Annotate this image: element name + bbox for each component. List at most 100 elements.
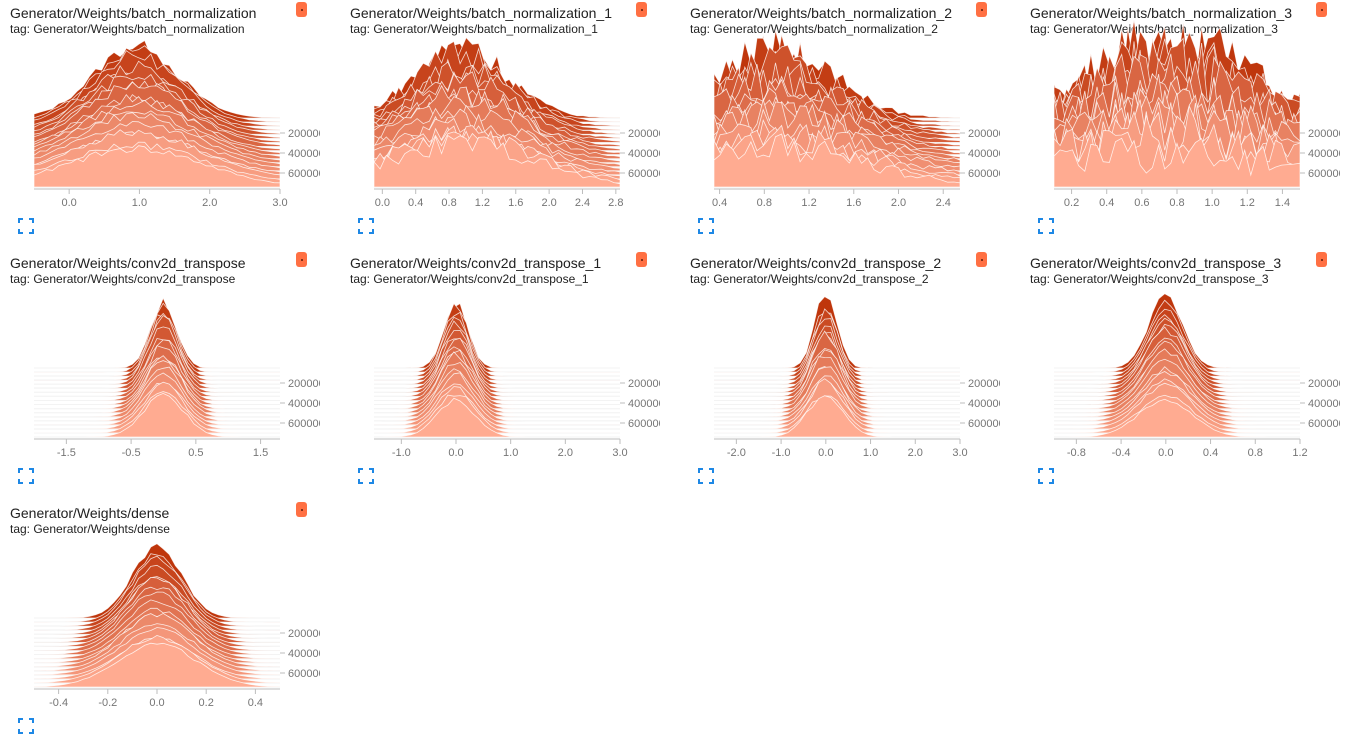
y-tick-label: 400000 bbox=[288, 148, 320, 160]
x-tick-label: 0.4 bbox=[248, 697, 263, 709]
histogram-card: Generator/Weights/batch_normalization_3 t… bbox=[1020, 0, 1340, 250]
fullscreen-icon[interactable] bbox=[18, 468, 34, 484]
chart-title: Generator/Weights/conv2d_transpose bbox=[10, 255, 246, 271]
fullscreen-icon[interactable] bbox=[698, 218, 714, 234]
fullscreen-icon[interactable] bbox=[358, 218, 374, 234]
x-tick-label: -1.0 bbox=[772, 447, 791, 459]
x-tick-label: 0.8 bbox=[1169, 197, 1184, 209]
chart-title: Generator/Weights/conv2d_transpose_1 bbox=[350, 255, 602, 271]
x-tick-label: 2.4 bbox=[936, 197, 951, 209]
run-color-swatch[interactable] bbox=[296, 502, 307, 517]
histogram-card: Generator/Weights/conv2d_transpose_3 tag:… bbox=[1020, 250, 1340, 500]
histogram-slice bbox=[373, 311, 621, 377]
histogram-card: Generator/Weights/batch_normalization_1 t… bbox=[340, 0, 660, 250]
x-tick-label: 2.0 bbox=[908, 447, 923, 459]
x-tick-label: 0.0 bbox=[1158, 447, 1173, 459]
x-tick-label: 1.6 bbox=[846, 197, 861, 209]
histogram-slice bbox=[1053, 137, 1301, 188]
run-color-swatch[interactable] bbox=[296, 2, 307, 17]
histogram-slice bbox=[374, 302, 620, 369]
y-tick-label: 200000 bbox=[288, 378, 320, 390]
chart-title: Generator/Weights/batch_normalization bbox=[10, 5, 257, 21]
chart-title: Generator/Weights/conv2d_transpose_2 bbox=[690, 255, 942, 271]
x-tick-label: -1.5 bbox=[57, 447, 76, 459]
y-tick-label: 200000 bbox=[968, 378, 1000, 390]
y-tick-label: 400000 bbox=[1308, 148, 1340, 160]
histogram-slice bbox=[34, 392, 280, 438]
run-color-swatch[interactable] bbox=[1316, 252, 1327, 267]
fullscreen-icon[interactable] bbox=[1038, 218, 1054, 234]
x-tick-label: -0.4 bbox=[1112, 447, 1131, 459]
chart-tag: tag: Generator/Weights/conv2d_transpose_… bbox=[1030, 272, 1269, 286]
run-color-swatch[interactable] bbox=[1316, 2, 1327, 17]
fullscreen-icon[interactable] bbox=[18, 218, 34, 234]
y-tick-label: 200000 bbox=[1308, 128, 1340, 140]
histogram-slice bbox=[373, 320, 621, 385]
chart-title: Generator/Weights/batch_normalization_1 bbox=[350, 5, 613, 21]
x-tick-label: -2.0 bbox=[727, 447, 746, 459]
histogram-slice bbox=[373, 302, 621, 373]
chart-tag: tag: Generator/Weights/batch_normalizati… bbox=[350, 22, 598, 36]
y-tick-label: 200000 bbox=[968, 128, 1000, 140]
fullscreen-icon[interactable] bbox=[698, 468, 714, 484]
x-tick-label: 1.0 bbox=[132, 197, 147, 209]
x-tick-label: 0.8 bbox=[757, 197, 772, 209]
chart-tag: tag: Generator/Weights/conv2d_transpose_… bbox=[350, 272, 589, 286]
y-tick-label: 200000 bbox=[628, 128, 660, 140]
x-tick-label: 2.0 bbox=[541, 197, 556, 209]
x-tick-label: 0.0 bbox=[448, 447, 463, 459]
x-tick-label: 1.2 bbox=[475, 197, 490, 209]
chart-title: Generator/Weights/batch_normalization_3 bbox=[1030, 5, 1293, 21]
run-color-swatch[interactable] bbox=[636, 2, 647, 17]
run-color-swatch[interactable] bbox=[636, 252, 647, 267]
chart-tag: tag: Generator/Weights/batch_normalizati… bbox=[1030, 22, 1278, 36]
y-tick-label: 200000 bbox=[288, 128, 320, 140]
histogram-card: Generator/Weights/batch_normalization tag… bbox=[0, 0, 320, 250]
x-tick-label: 2.0 bbox=[202, 197, 217, 209]
x-tick-label: 0.8 bbox=[1248, 447, 1263, 459]
x-tick-label: -0.5 bbox=[122, 447, 141, 459]
histogram-card: Generator/Weights/conv2d_transpose_2 tag:… bbox=[680, 250, 1000, 500]
fullscreen-icon[interactable] bbox=[358, 468, 374, 484]
x-tick-label: 2.4 bbox=[575, 197, 590, 209]
x-tick-label: 3.0 bbox=[612, 447, 627, 459]
x-tick-label: 0.4 bbox=[408, 197, 423, 209]
y-tick-label: 200000 bbox=[1308, 378, 1340, 390]
histogram-slice bbox=[373, 316, 621, 381]
y-tick-label: 400000 bbox=[288, 398, 320, 410]
fullscreen-icon[interactable] bbox=[1038, 468, 1054, 484]
run-color-swatch[interactable] bbox=[976, 2, 987, 17]
x-tick-label: 2.0 bbox=[558, 447, 573, 459]
x-tick-label: -0.8 bbox=[1067, 447, 1086, 459]
y-tick-label: 400000 bbox=[288, 648, 320, 660]
fullscreen-icon[interactable] bbox=[18, 718, 34, 734]
x-tick-label: 1.2 bbox=[801, 197, 816, 209]
histogram-card: Generator/Weights/conv2d_transpose_1 tag:… bbox=[340, 250, 660, 500]
histogram-slice bbox=[374, 397, 620, 438]
y-tick-label: 400000 bbox=[628, 148, 660, 160]
y-tick-label: 400000 bbox=[628, 398, 660, 410]
x-tick-label: 0.4 bbox=[1099, 197, 1114, 209]
run-color-swatch[interactable] bbox=[976, 252, 987, 267]
x-tick-label: 3.0 bbox=[952, 447, 967, 459]
x-tick-label: 1.0 bbox=[503, 447, 518, 459]
y-tick-label: 400000 bbox=[1308, 398, 1340, 410]
run-color-swatch[interactable] bbox=[296, 252, 307, 267]
histogram-slice bbox=[714, 395, 960, 438]
x-tick-label: 1.0 bbox=[863, 447, 878, 459]
y-tick-label: 200000 bbox=[628, 378, 660, 390]
y-tick-label: 400000 bbox=[968, 148, 1000, 160]
x-tick-label: -0.4 bbox=[49, 697, 68, 709]
